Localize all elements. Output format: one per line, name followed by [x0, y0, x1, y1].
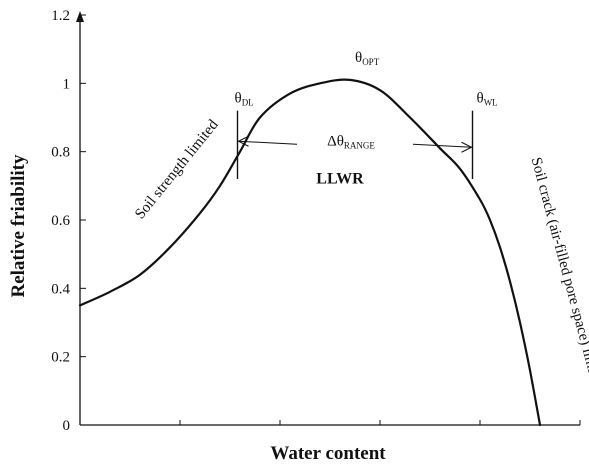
range-arrow-right-segment [412, 143, 472, 148]
delta-theta-range-label: ΔθRANGE [327, 133, 375, 150]
y-axis-arrow [76, 11, 84, 22]
theta-wl-label: θWL [477, 91, 498, 108]
llwr-label: LLWR [316, 170, 364, 187]
y-tick-label: 0 [63, 418, 71, 434]
y-tick-label: 0.4 [51, 281, 70, 297]
y-tick-label: 1.2 [51, 8, 70, 24]
theta-opt-label: θOPT [355, 50, 380, 67]
range-arrowhead-right [461, 141, 473, 153]
y-tick-label: 0.6 [51, 213, 70, 229]
range-arrow-left-segment [238, 140, 298, 145]
soil-crack-annotation: Soil crack (air-filled pore space) limit… [528, 156, 589, 392]
friability-curve [78, 78, 542, 427]
x-ticks [179, 420, 581, 425]
x-axis-label: Water content [270, 443, 386, 464]
y-tick-label: 1 [63, 76, 71, 92]
y-tick-label: 0.8 [51, 145, 70, 161]
theta-dl-label: θDL [235, 91, 254, 108]
range-arrowhead-left [237, 135, 249, 147]
y-tick-label: 0.2 [51, 350, 70, 366]
soil-strength-annotation: Soil strength limited [132, 117, 222, 223]
y-axis-label: Relative friability [8, 154, 29, 297]
y-ticks: 0 0.2 0.4 0.6 0.8 1 1.2 [51, 8, 86, 434]
